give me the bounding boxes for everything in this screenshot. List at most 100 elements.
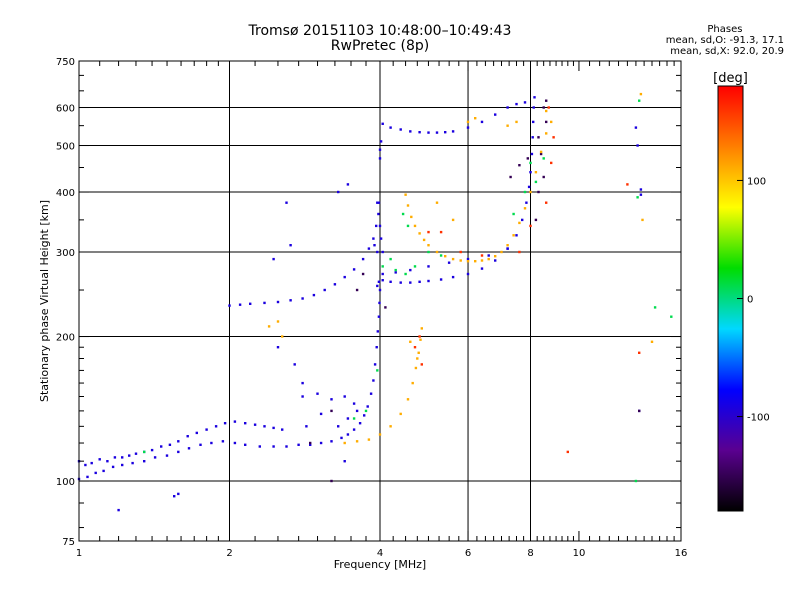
- data-point: [634, 126, 638, 129]
- data-point: [330, 398, 333, 401]
- data-point: [187, 447, 191, 450]
- data-point: [404, 193, 407, 196]
- data-point: [343, 460, 346, 463]
- data-point: [530, 152, 534, 156]
- data-point: [639, 193, 643, 196]
- y-tick-label: 750: [56, 57, 75, 68]
- data-point: [102, 469, 105, 473]
- data-point: [301, 395, 304, 398]
- data-point: [121, 456, 124, 459]
- data-point: [416, 357, 419, 360]
- data-point: [276, 320, 280, 323]
- data-point: [518, 221, 521, 225]
- data-point: [529, 190, 532, 194]
- y-tick-label: 75: [62, 537, 75, 548]
- data-point: [418, 280, 421, 283]
- data-point: [177, 440, 180, 443]
- data-point: [494, 259, 497, 262]
- data-point: [545, 201, 548, 204]
- colorbar-tick-label: -100: [747, 413, 770, 424]
- data-point: [297, 443, 300, 446]
- data-point: [389, 126, 392, 129]
- data-point: [94, 471, 97, 475]
- data-point: [134, 452, 138, 455]
- data-point: [636, 196, 639, 199]
- data-point: [376, 330, 379, 333]
- data-point: [451, 218, 455, 222]
- data-points: [77, 92, 673, 512]
- data-point: [378, 224, 382, 228]
- data-point: [399, 281, 402, 284]
- data-point: [305, 425, 308, 428]
- data-point: [406, 398, 410, 401]
- data-point: [346, 417, 350, 420]
- data-point: [367, 247, 371, 250]
- data-point: [210, 441, 213, 445]
- data-point: [521, 218, 524, 222]
- data-point: [506, 124, 509, 127]
- data-point: [394, 268, 397, 272]
- data-point: [276, 346, 280, 349]
- data-point: [500, 250, 503, 254]
- data-point: [512, 212, 515, 216]
- data-point: [401, 212, 405, 216]
- data-point: [361, 272, 365, 276]
- data-point: [214, 425, 218, 428]
- data-point: [506, 244, 509, 247]
- data-point: [406, 224, 410, 228]
- data-point: [534, 180, 538, 184]
- data-point: [459, 259, 462, 262]
- data-point: [420, 363, 423, 366]
- grid: [79, 61, 681, 541]
- y-tick-label: 200: [56, 333, 75, 344]
- data-point: [244, 443, 247, 446]
- data-point: [653, 306, 657, 309]
- data-point: [309, 443, 312, 446]
- x-tick-label: 2: [226, 548, 232, 559]
- data-point: [550, 120, 553, 124]
- data-point: [128, 454, 131, 457]
- data-point: [413, 224, 417, 228]
- data-point: [221, 440, 225, 443]
- data-point: [550, 161, 553, 165]
- data-point: [480, 254, 484, 257]
- data-point: [378, 148, 382, 151]
- data-point: [466, 126, 470, 129]
- data-point: [466, 260, 470, 263]
- data-point: [529, 224, 532, 228]
- data-point: [168, 443, 172, 446]
- data-point: [534, 218, 538, 222]
- y-axis-label: Stationary phase Virtual Height [km]: [38, 200, 51, 402]
- data-point: [413, 265, 417, 268]
- data-point: [537, 136, 540, 139]
- data-point: [319, 412, 323, 416]
- colorbar-tick-label: 0: [747, 295, 753, 306]
- data-point: [409, 130, 412, 133]
- data-point: [301, 297, 304, 300]
- data-point: [414, 366, 418, 370]
- data-point: [466, 272, 470, 276]
- data-point: [131, 461, 134, 465]
- data-point: [361, 257, 365, 261]
- data-point: [309, 441, 312, 445]
- data-point: [117, 508, 120, 512]
- data-point: [377, 212, 380, 216]
- data-point: [439, 278, 443, 281]
- data-point: [363, 414, 366, 417]
- data-point: [451, 275, 455, 279]
- data-point: [312, 293, 316, 297]
- data-point: [84, 463, 87, 467]
- data-point: [439, 230, 443, 234]
- data-point: [346, 183, 350, 186]
- data-point: [364, 409, 368, 413]
- data-point: [111, 465, 115, 469]
- data-point: [272, 257, 275, 261]
- data-point: [367, 438, 371, 441]
- data-point: [545, 109, 548, 113]
- data-point: [90, 461, 93, 465]
- data-point: [377, 315, 381, 318]
- data-point: [233, 441, 237, 445]
- data-point: [531, 136, 534, 139]
- data-point: [534, 171, 538, 174]
- data-point: [113, 456, 117, 459]
